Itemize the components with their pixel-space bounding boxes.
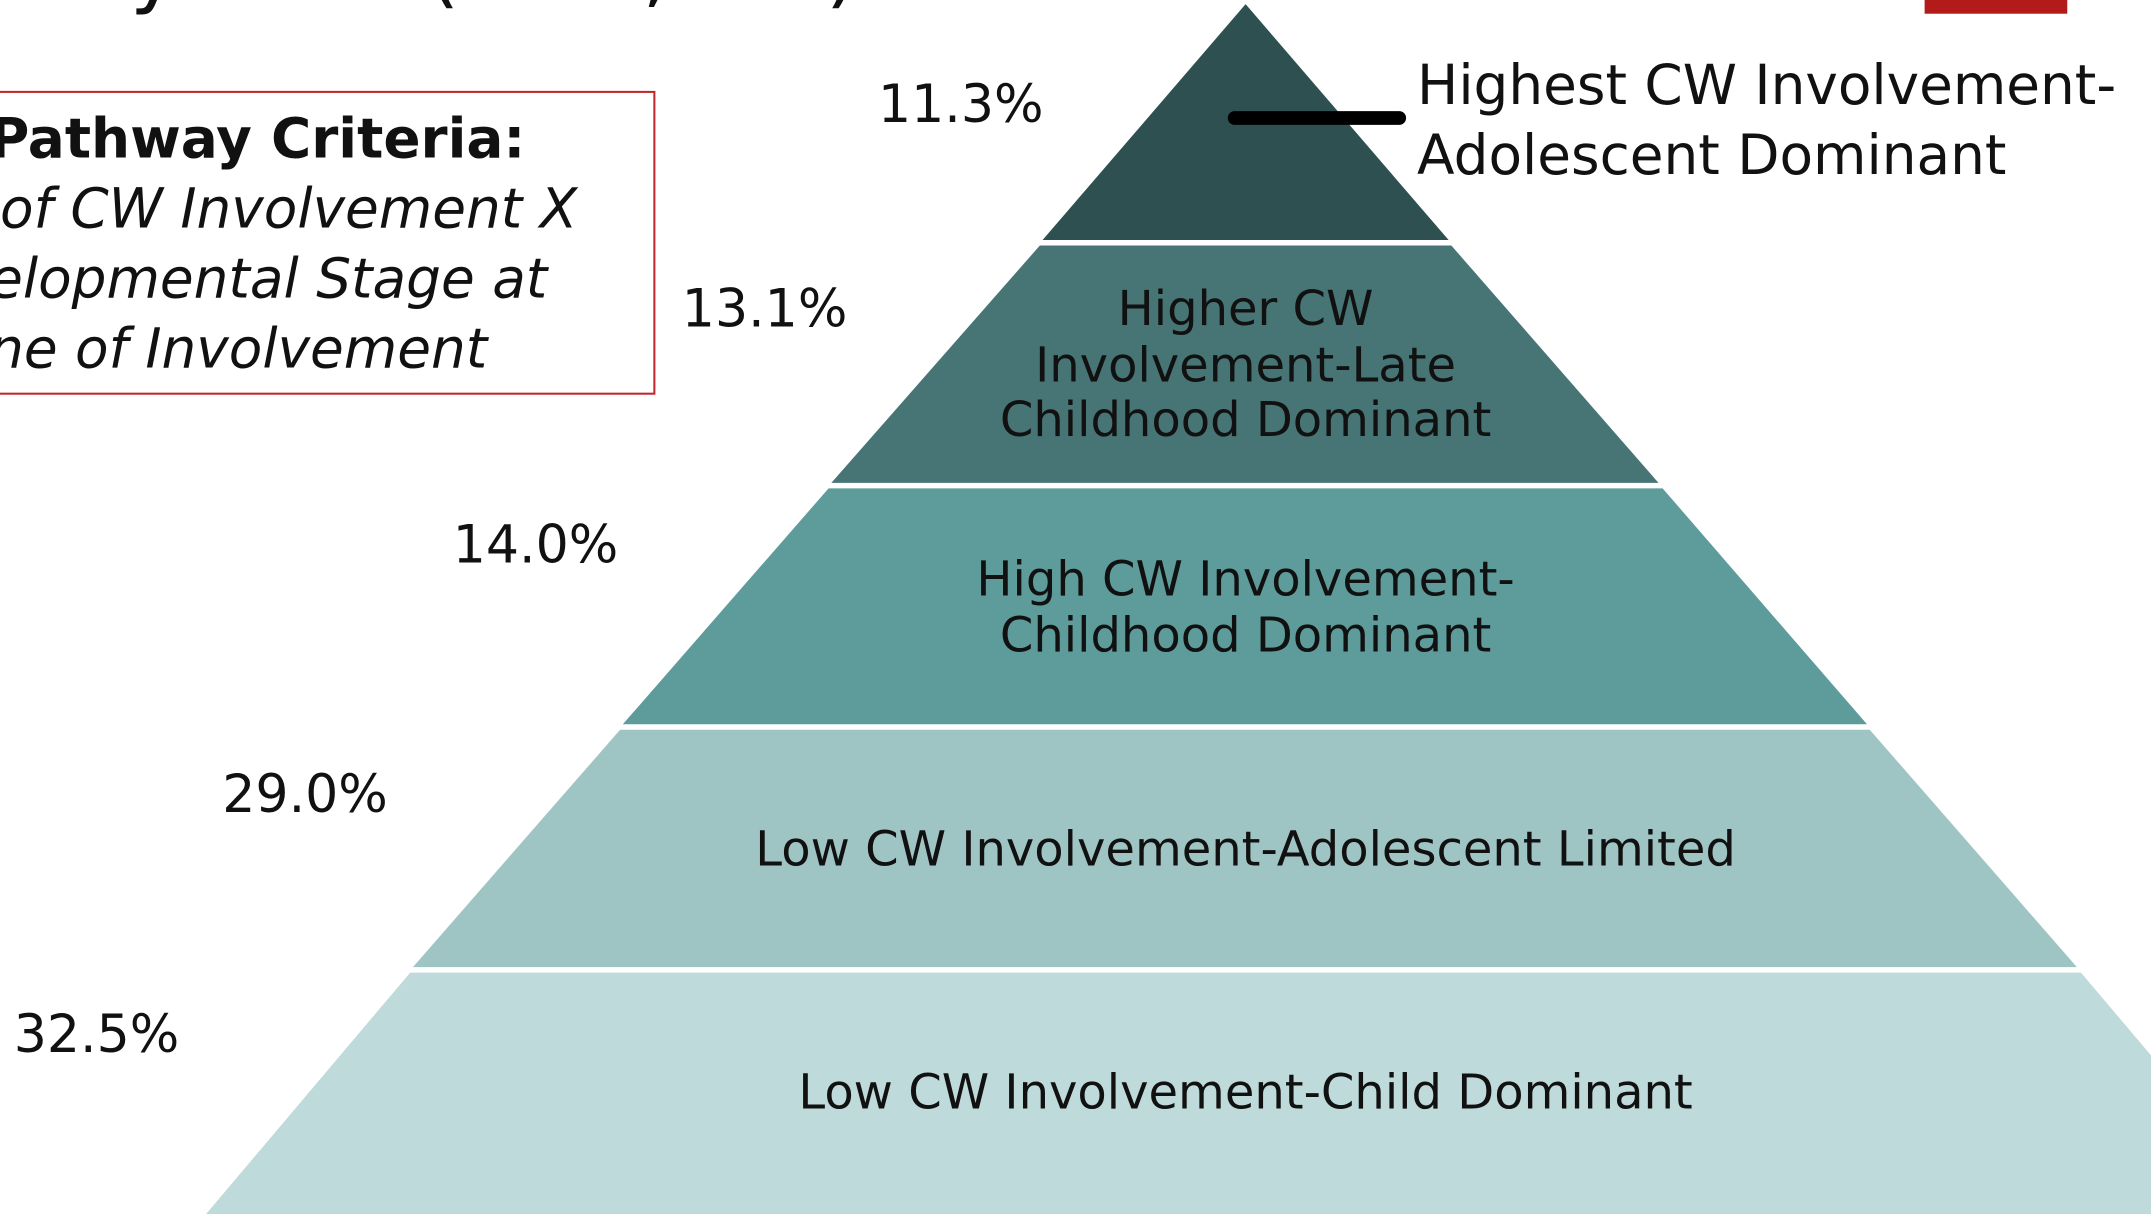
tier-percent: 14.0% <box>453 515 619 575</box>
pyramid-tier <box>831 245 1659 483</box>
tier-label: Low CW Involvement-Child Dominant <box>798 1064 1692 1120</box>
tier-label: Higher CW <box>1118 281 1374 337</box>
criteria-line: of CW Involvement X <box>0 177 579 241</box>
pyramid-tier <box>622 488 1868 725</box>
tier-label: Childhood Dominant <box>1000 608 1491 664</box>
tier-label: Low CW Involvement-Adolescent Limited <box>755 822 1736 878</box>
tier-percent: 29.0% <box>222 765 388 825</box>
tier-label: Adolescent Dominant <box>1417 123 2006 187</box>
criteria-box <box>0 90 656 395</box>
tier-percent: 13.1% <box>682 279 848 339</box>
tier-label: High CW Involvement- <box>976 551 1514 607</box>
logo-block <box>1924 0 2068 14</box>
slide-title: ry Data (N=4,464) <box>96 0 858 17</box>
pyramid-tier <box>206 972 2151 1214</box>
pyramid-tier <box>412 729 2077 968</box>
criteria-heading: Pathway Criteria: <box>0 107 525 171</box>
criteria-line: ne of Involvement <box>0 317 490 381</box>
tier-label: Involvement-Late <box>1035 337 1456 393</box>
tier-label: Childhood Dominant <box>1000 392 1491 448</box>
criteria-line: elopmental Stage at <box>0 247 550 311</box>
tier-label: Highest CW Involvement- <box>1417 53 2116 117</box>
tier-percent: 32.5% <box>14 1005 180 1065</box>
tier-percent: 11.3% <box>878 75 1044 135</box>
